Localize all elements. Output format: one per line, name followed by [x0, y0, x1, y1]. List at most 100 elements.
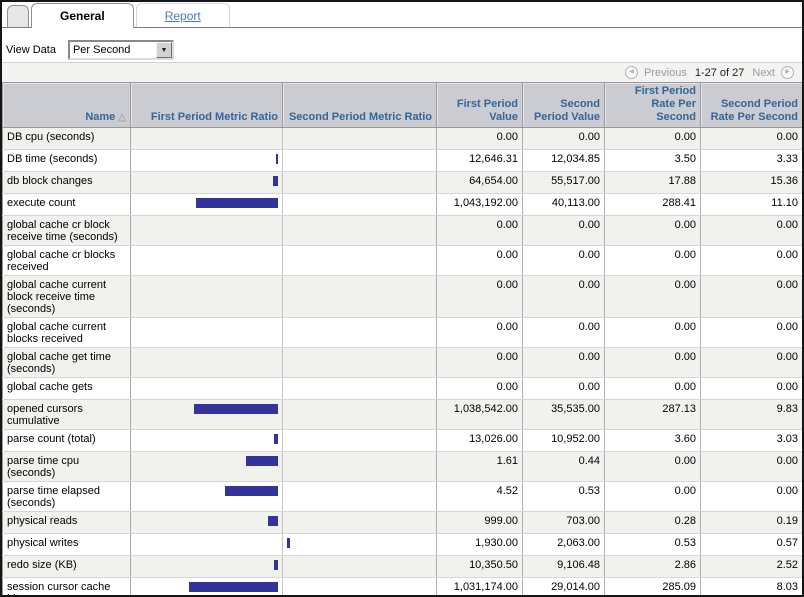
view-data-row: View Data Per Second ▼	[2, 40, 802, 60]
table-row: parse time cpu (seconds) 1.61 0.44 0.00 0.00	[2, 451, 802, 482]
metric-name-cell: parse count (total)	[2, 429, 131, 452]
second-period-value-cell: 0.00	[522, 347, 605, 378]
second-period-rate-cell: 3.33	[700, 149, 802, 172]
select-dropdown-arrow-icon[interactable]: ▼	[155, 42, 172, 58]
table-row: redo size (KB) 10,350.50 9,106.48 2.86 2.52	[2, 555, 802, 578]
table-row: physical writes 1,930.00 2,063.00 0.53 0.57	[2, 533, 802, 556]
second-period-value-cell: 12,034.85	[522, 149, 605, 172]
table-row: global cache current blocks received 0.00…	[2, 317, 802, 348]
column-header-second-period-value[interactable]: Second Period Value	[522, 82, 605, 128]
metric-name-cell: global cache current blocks received	[2, 317, 131, 348]
previous-page-icon[interactable]: ◀	[625, 66, 639, 79]
first-period-value-cell: 0.00	[436, 275, 523, 318]
previous-link[interactable]: Previous	[644, 66, 687, 79]
column-header-first-period-metric-ratio[interactable]: First Period Metric Ratio	[130, 82, 283, 128]
first-period-rate-cell: 0.00	[604, 347, 701, 378]
next-link[interactable]: Next	[752, 66, 775, 79]
first-period-rate-cell: 0.00	[604, 127, 701, 150]
tab-stub	[7, 5, 29, 27]
first-period-ratio-cell	[130, 193, 283, 216]
second-period-ratio-cell	[282, 481, 437, 512]
next-page-icon[interactable]: ▶	[781, 66, 794, 79]
second-period-ratio-cell	[282, 127, 437, 150]
second-period-ratio-cell	[282, 149, 437, 172]
table-row: global cache gets 0.00 0.00 0.00 0.00	[2, 377, 802, 400]
second-period-value-cell: 40,113.00	[522, 193, 605, 216]
second-period-rate-cell: 0.00	[700, 451, 802, 482]
first-period-ratio-bar	[225, 486, 278, 496]
second-period-rate-cell: 0.57	[700, 533, 802, 556]
first-period-value-cell: 999.00	[436, 511, 523, 534]
column-header-second-period-rate[interactable]: Second Period Rate Per Second	[700, 82, 802, 128]
first-period-rate-cell: 0.28	[604, 511, 701, 534]
column-header-name[interactable]: Name △	[2, 82, 131, 128]
table-row: global cache get time (seconds) 0.00 0.00 0…	[2, 347, 802, 378]
second-period-value-cell: 0.00	[522, 215, 605, 246]
sort-ascending-icon: △	[118, 112, 126, 123]
first-period-ratio-cell	[130, 171, 283, 194]
pagination-bar: ◀ Previous 1-27 of 27 Next ▶	[2, 62, 802, 82]
first-period-rate-cell: 0.00	[604, 215, 701, 246]
second-period-value-cell: 0.00	[522, 245, 605, 276]
second-period-value-cell: 35,535.00	[522, 399, 605, 430]
column-header-second-period-metric-ratio[interactable]: Second Period Metric Ratio	[282, 82, 437, 128]
second-period-ratio-cell	[282, 399, 437, 430]
second-period-rate-cell: 11.10	[700, 193, 802, 216]
second-period-value-cell: 55,517.00	[522, 171, 605, 194]
column-header-first-period-rate[interactable]: First Period Rate Per Second	[604, 82, 701, 128]
first-period-ratio-bar	[189, 582, 278, 592]
first-period-ratio-cell	[130, 533, 283, 556]
second-period-rate-cell: 2.52	[700, 555, 802, 578]
first-period-ratio-cell	[130, 511, 283, 534]
second-period-ratio-cell	[282, 377, 437, 400]
first-period-value-cell: 12,646.31	[436, 149, 523, 172]
first-period-ratio-cell	[130, 399, 283, 430]
metric-name-cell: parse time cpu (seconds)	[2, 451, 131, 482]
tab-general[interactable]: General	[31, 3, 134, 28]
second-period-rate-cell: 0.00	[700, 481, 802, 512]
first-period-ratio-cell	[130, 555, 283, 578]
second-period-rate-cell: 0.19	[700, 511, 802, 534]
tab-report[interactable]: Report	[135, 3, 230, 27]
first-period-rate-cell: 0.00	[604, 275, 701, 318]
second-period-rate-cell: 0.00	[700, 317, 802, 348]
first-period-value-cell: 0.00	[436, 347, 523, 378]
view-data-select[interactable]: Per Second ▼	[67, 40, 174, 60]
second-period-rate-cell: 9.83	[700, 399, 802, 430]
metric-name-cell: opened cursors cumulative	[2, 399, 131, 430]
second-period-rate-cell: 8.03	[700, 577, 802, 595]
first-period-rate-cell: 2.86	[604, 555, 701, 578]
first-period-rate-cell: 285.09	[604, 577, 701, 595]
first-period-ratio-bar	[246, 456, 278, 466]
metric-name-cell: global cache cr blocks received	[2, 245, 131, 276]
second-period-value-cell: 2,063.00	[522, 533, 605, 556]
metric-name-cell: parse time elapsed (seconds)	[2, 481, 131, 512]
tab-bar: General Report	[2, 2, 802, 28]
first-period-ratio-cell	[130, 451, 283, 482]
second-period-ratio-cell	[282, 171, 437, 194]
column-header-first-period-value[interactable]: First Period Value	[436, 82, 523, 128]
first-period-ratio-bar	[274, 434, 278, 444]
second-period-rate-cell: 0.00	[700, 215, 802, 246]
second-period-ratio-cell	[282, 451, 437, 482]
tab-report-label: Report	[164, 8, 201, 23]
metrics-table: Name △ First Period Metric Ratio Second P…	[2, 82, 802, 595]
first-period-value-cell: 1,930.00	[436, 533, 523, 556]
first-period-value-cell: 0.00	[436, 127, 523, 150]
second-period-value-cell: 10,952.00	[522, 429, 605, 452]
second-period-ratio-cell	[282, 577, 437, 595]
first-period-value-cell: 13,026.00	[436, 429, 523, 452]
second-period-ratio-cell	[282, 215, 437, 246]
first-period-value-cell: 1,031,174.00	[436, 577, 523, 595]
first-period-value-cell: 1.61	[436, 451, 523, 482]
second-period-ratio-cell	[282, 275, 437, 318]
second-period-value-cell: 0.00	[522, 275, 605, 318]
pagination-range: 1-27 of 27	[694, 66, 745, 79]
second-period-value-cell: 703.00	[522, 511, 605, 534]
first-period-ratio-cell	[130, 245, 283, 276]
second-period-value-cell: 9,106.48	[522, 555, 605, 578]
first-period-rate-cell: 3.50	[604, 149, 701, 172]
second-period-value-cell: 0.44	[522, 451, 605, 482]
metric-name-cell: DB time (seconds)	[2, 149, 131, 172]
